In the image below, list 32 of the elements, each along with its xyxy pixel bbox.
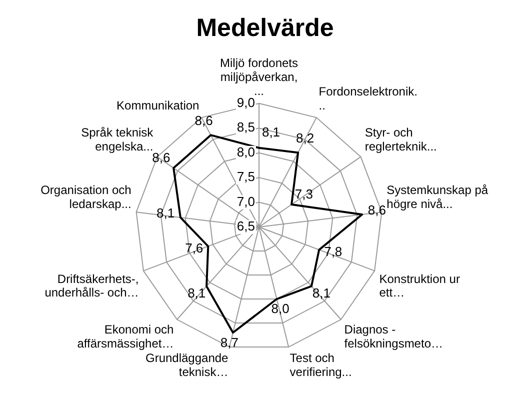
spoke-label: Systemkunskap på högre nivå...	[386, 183, 488, 211]
spoke-label: Styr- och reglerteknik...	[364, 126, 437, 154]
chart-title: Medelvärde	[195, 14, 335, 44]
spoke-label: Ekonomi och affärsmässighet…	[77, 322, 174, 350]
spoke-label: Konstruktion ur ett…	[379, 272, 460, 300]
data-label: 8,6	[194, 113, 213, 128]
spoke-label: Fordonselektronik. ..	[318, 84, 418, 113]
data-label: 8,2	[296, 130, 314, 146]
data-label: 8,0	[271, 301, 290, 316]
data-label: 8,1	[262, 124, 280, 140]
y-tick-label: 7,0	[236, 194, 255, 209]
spoke-label: Test och verifiering...	[290, 351, 352, 379]
y-tick-label: 9,0	[236, 94, 255, 110]
spoke-label: Organisation och ledarskap...	[40, 183, 132, 211]
data-label: 7,3	[294, 186, 313, 202]
spoke-label: Språk teknisk engelska...	[81, 126, 154, 154]
data-label: 8,7	[220, 334, 238, 350]
y-tick-label: 6,5	[236, 218, 255, 234]
data-label: 8,6	[152, 150, 170, 166]
data-label: 8,6	[368, 202, 386, 218]
data-label: 8,1	[312, 286, 330, 301]
spoke-label: Grundläggande teknisk…	[145, 351, 229, 379]
spoke-label: Driftsäkerhets-, underhålls- och…	[44, 272, 139, 300]
y-tick-label: 8,5	[236, 120, 255, 135]
data-label: 7,6	[185, 240, 204, 256]
data-label: 8,1	[188, 286, 206, 301]
data-label: 8,1	[156, 205, 175, 220]
spoke-label: Diagnos - felsökningsmeto…	[344, 322, 443, 350]
y-tick-label: 8,0	[236, 144, 255, 160]
spoke-label: Kommunikation	[116, 98, 200, 113]
y-tick-label: 7,5	[236, 169, 255, 184]
data-label: 7,8	[324, 244, 342, 259]
